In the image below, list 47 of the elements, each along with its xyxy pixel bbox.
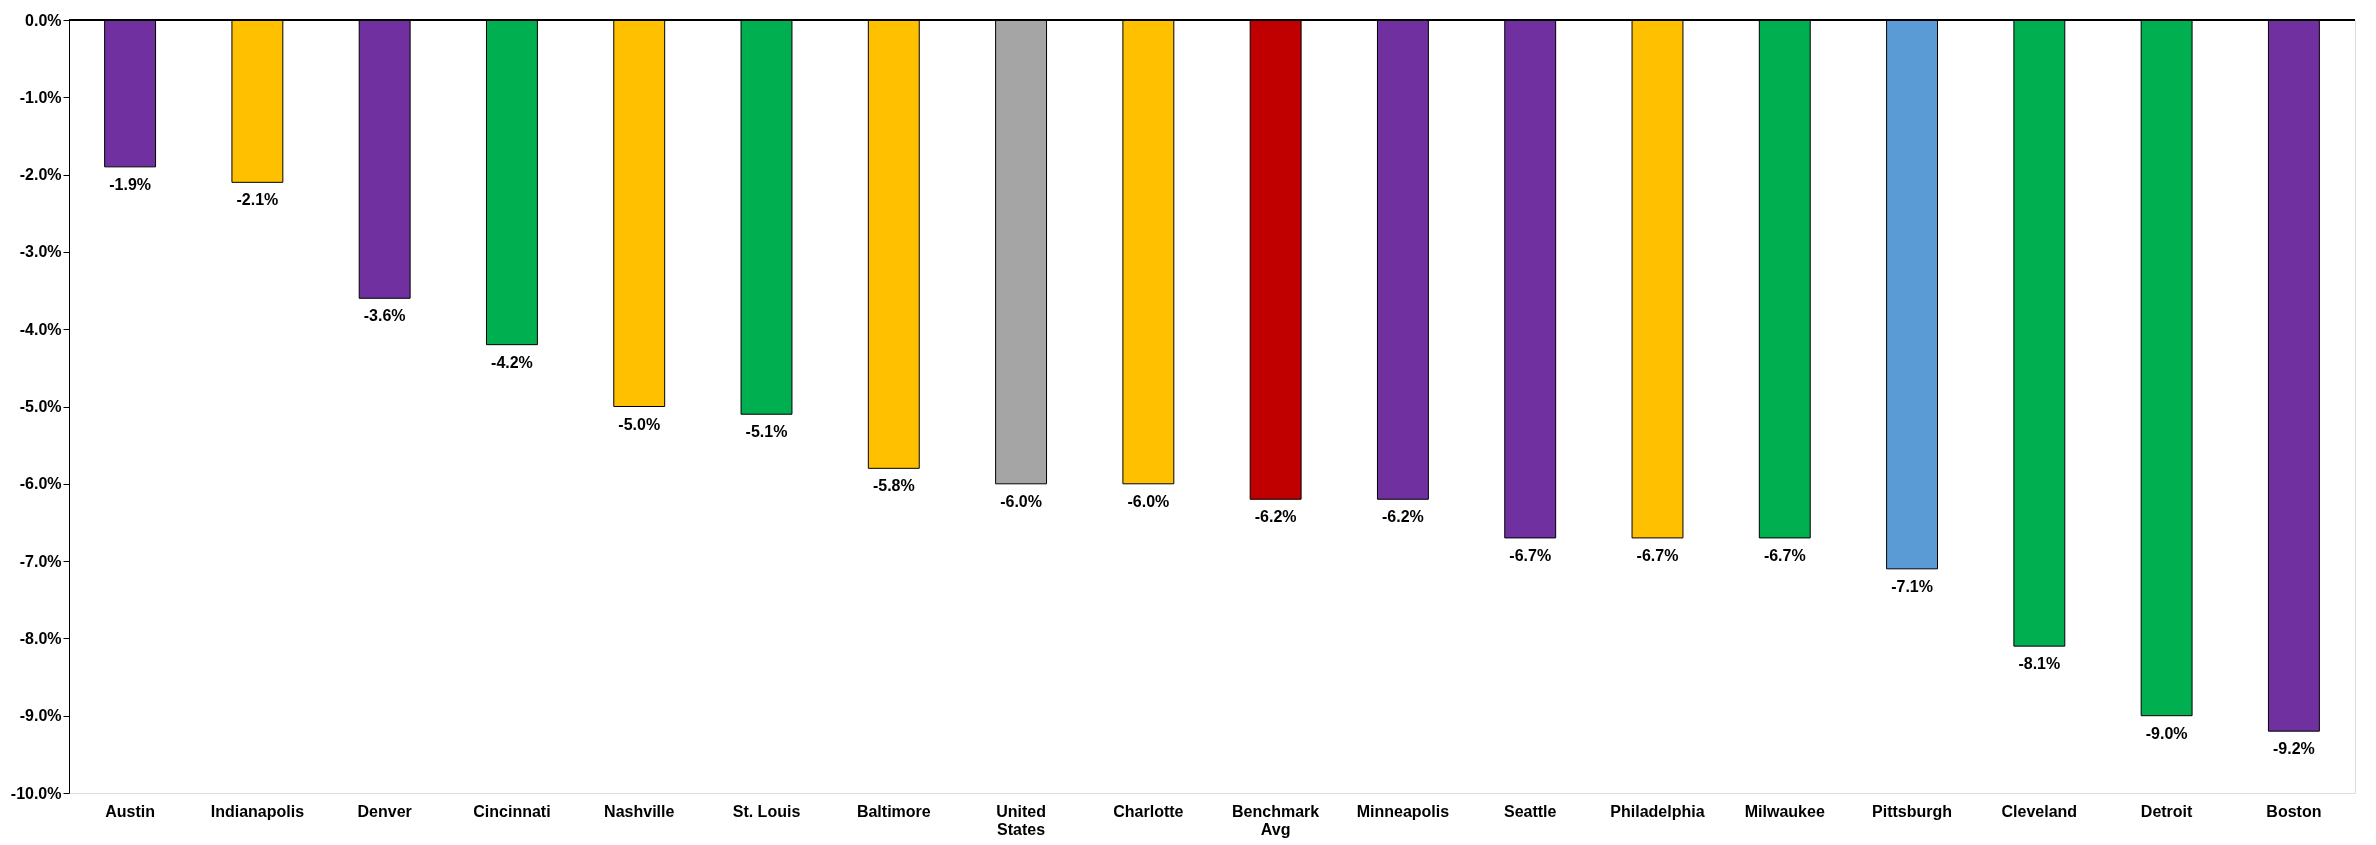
data-label: -6.0% [1000, 492, 1042, 510]
y-tick-label: -1.0% [19, 88, 62, 106]
x-tick-label: Milwaukee [1744, 802, 1825, 820]
x-tick-label: Denver [357, 802, 412, 820]
x-tick-label: Charlotte [1113, 802, 1184, 820]
data-label: -3.6% [363, 307, 406, 325]
x-tick-label: Indianapolis [210, 802, 305, 820]
data-label: -6.7% [1763, 546, 1806, 564]
x-tick-label: Austin [105, 802, 155, 820]
x-tick-label: Benchmark Avg [1232, 802, 1320, 838]
x-tick-label: Nashville [604, 802, 675, 820]
x-tick-label: Baltimore [856, 802, 931, 820]
y-tick-label: -2.0% [19, 166, 62, 184]
y-tick-label: -6.0% [19, 475, 62, 493]
data-label: -4.2% [491, 353, 533, 371]
data-label: -6.7% [1509, 546, 1552, 564]
x-tick-label: Cleveland [2001, 802, 2078, 820]
x-tick-label: St. Louis [732, 802, 801, 820]
y-tick-label: -10.0% [10, 784, 62, 802]
y-tick-label: -4.0% [19, 320, 62, 338]
data-label: -2.1% [236, 191, 279, 209]
x-tick-label: Philadelphia [1610, 802, 1705, 820]
data-label: -9.2% [2273, 740, 2315, 758]
x-tick-label: Boston [2266, 802, 2322, 820]
x-tick-label: Cincinnati [473, 802, 551, 820]
data-label: -6.2% [1254, 508, 1297, 526]
y-tick-label: -9.0% [19, 707, 62, 725]
y-tick-label: 0.0% [25, 11, 62, 29]
x-tick-label: Detroit [2140, 802, 2194, 820]
data-label: -7.1% [1891, 577, 1933, 595]
data-label: -1.9% [109, 175, 151, 193]
x-tick-label: Seattle [1503, 802, 1557, 820]
data-label: -5.8% [872, 477, 915, 495]
y-tick-label: -3.0% [19, 243, 62, 261]
data-label: -8.1% [2018, 655, 2061, 673]
data-label: -6.0% [1127, 492, 1170, 510]
y-tick-label: -5.0% [19, 398, 62, 415]
y-tick-label: -7.0% [19, 552, 62, 570]
data-label: -6.7% [1636, 546, 1679, 564]
data-label: -5.1% [745, 423, 788, 441]
data-label: -6.2% [1382, 508, 1424, 526]
data-label: -9.0% [2145, 724, 2188, 742]
y-tick-label: -8.0% [19, 629, 62, 647]
x-tick-label: United States [996, 802, 1046, 838]
x-tick-label: Pittsburgh [1872, 802, 1953, 820]
data-label: -5.0% [618, 415, 661, 433]
x-tick-label: Minneapolis [1356, 802, 1450, 820]
